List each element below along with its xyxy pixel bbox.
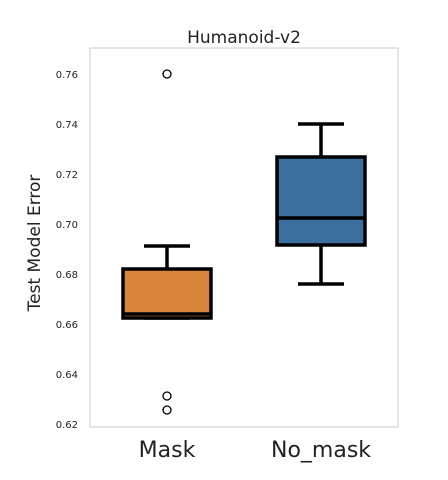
y-tick-label: 0.68 [56, 270, 78, 281]
y-tick-label: 0.64 [56, 370, 78, 381]
x-tick-label: Mask [139, 438, 196, 463]
plot-frame [89, 47, 399, 428]
y-tick-label: 0.70 [56, 220, 78, 231]
outlier [162, 405, 172, 415]
y-tick-label: 0.72 [56, 170, 78, 181]
outlier [162, 69, 172, 79]
outlier [162, 391, 172, 401]
box [121, 267, 213, 320]
y-tick-label: 0.62 [56, 420, 78, 431]
chart-title: Humanoid-v2 [187, 28, 301, 48]
y-tick-label: 0.76 [56, 70, 78, 81]
x-tick-label: No_mask [271, 438, 371, 463]
y-tick-label: 0.74 [56, 120, 78, 131]
y-tick-label: 0.66 [56, 320, 78, 331]
box [275, 155, 367, 247]
y-axis-label: Test Model Error [25, 175, 45, 313]
